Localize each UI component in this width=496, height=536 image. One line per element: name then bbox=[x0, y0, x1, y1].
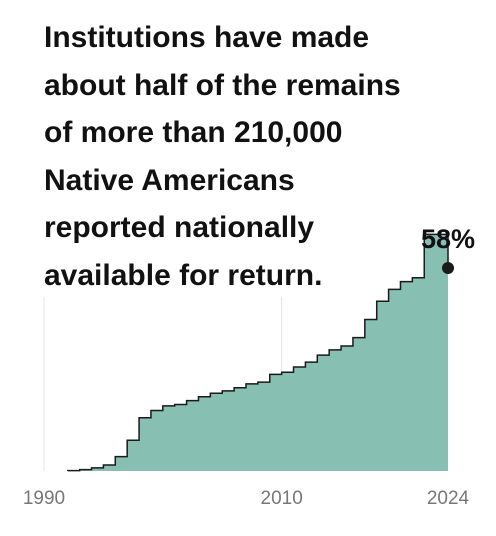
chart-title: Institutions have made about half of the… bbox=[44, 14, 474, 299]
x-tick-label: 2010 bbox=[261, 488, 303, 509]
title-line-1: Institutions have made bbox=[44, 21, 370, 54]
title-line-4: Native Americans bbox=[44, 163, 295, 197]
end-value-label: 58% bbox=[421, 224, 475, 254]
title-line-6: available for return. bbox=[44, 258, 323, 292]
title-line-5: reported nationally bbox=[44, 211, 315, 244]
x-axis: 1990 2010 2024 bbox=[23, 488, 470, 509]
title-line-3: of more than 210,000 bbox=[44, 116, 343, 149]
title-line-2: about half of the remains bbox=[44, 68, 401, 102]
series-step-line bbox=[67, 233, 449, 472]
x-tick-label: 2024 bbox=[427, 488, 470, 509]
area-fill bbox=[67, 234, 448, 471]
end-point-marker bbox=[442, 262, 454, 274]
x-tick-label: 1990 bbox=[23, 488, 65, 509]
